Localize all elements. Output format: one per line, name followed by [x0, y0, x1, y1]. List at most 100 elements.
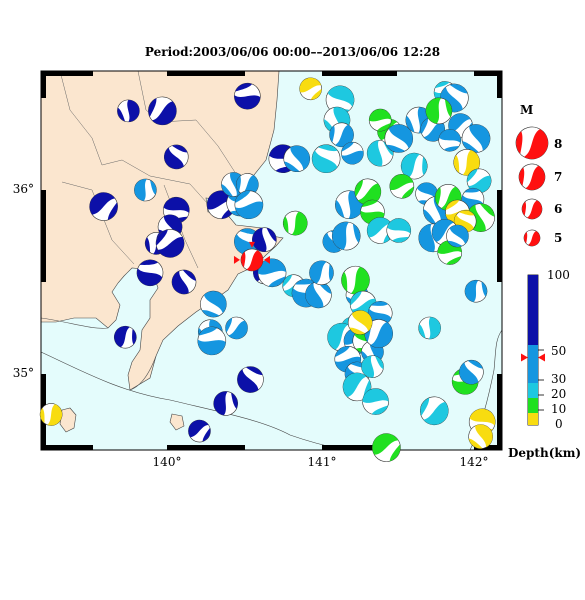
- earthquake-beachball: [188, 419, 211, 443]
- earthquake-beachball: [283, 145, 311, 173]
- magnitude-label-5: 5: [554, 231, 562, 245]
- earthquake-beachball: [257, 258, 287, 288]
- earthquake-beachball: [155, 229, 185, 258]
- magnitude-label-7: 7: [554, 170, 562, 184]
- earthquake-beachball: [234, 190, 264, 220]
- selected-marker-arrow: [233, 255, 240, 264]
- earthquake-beachball: [341, 265, 370, 295]
- depth-legend-caption: Depth(km): [508, 446, 581, 460]
- earthquake-beachball: [136, 259, 164, 287]
- magnitude-legend-ball-8: [515, 126, 549, 160]
- earthquake-beachball: [425, 97, 453, 125]
- frame-segment: [474, 71, 502, 76]
- earthquake-beachball: [39, 403, 63, 426]
- island: [59, 407, 77, 433]
- lon-label-140: 140°: [153, 455, 182, 469]
- depth-label-10: 10: [551, 402, 566, 416]
- earthquake-beachball: [309, 260, 334, 286]
- earthquake-beachball: [361, 355, 384, 378]
- earthquake-beachball: [200, 290, 227, 318]
- frame-segment: [41, 190, 46, 282]
- earthquake-beachball: [237, 366, 264, 393]
- period-title: Period:2003/06/06 00:00––2013/06/06 12:2…: [144, 45, 441, 59]
- depth-marker-arrow: [538, 353, 545, 362]
- frame-segment: [322, 71, 397, 76]
- earthquake-beachball: [459, 359, 484, 385]
- depth-bar-segment: [528, 413, 538, 425]
- depth-label-0: 0: [555, 417, 563, 431]
- earthquake-beachball: [331, 221, 361, 251]
- earthquake-beachball: [446, 224, 469, 248]
- earthquake-beachball: [299, 77, 322, 101]
- earthquake-beachball: [384, 124, 414, 153]
- earthquake-beachball: [354, 178, 382, 206]
- earthquake-beachball: [389, 174, 415, 199]
- earthquake-beachball: [134, 178, 157, 202]
- earthquake-beachball: [362, 388, 389, 415]
- earthquake-beachball: [148, 96, 177, 126]
- selected-earthquake[interactable]: [233, 241, 270, 275]
- magnitude-legend-ball-6: [521, 198, 543, 220]
- earthquake-beachball: [163, 144, 189, 170]
- earthquake-beachball: [400, 152, 428, 180]
- depth-marker-arrow: [521, 353, 528, 362]
- earthquake-beachball: [366, 139, 394, 167]
- earthquake-beachball: [225, 316, 248, 340]
- earthquake-beachball: [468, 424, 493, 449]
- earthquake-beachball: [213, 391, 239, 416]
- magnitude-label-8: 8: [554, 137, 562, 151]
- depth-label-30: 30: [551, 372, 566, 386]
- island: [169, 413, 185, 431]
- earthquake-beachball: [329, 122, 354, 148]
- lon-label-141: 141°: [308, 455, 337, 469]
- selected-marker-arrow: [248, 241, 255, 248]
- earthquake-beachball: [461, 124, 491, 153]
- earthquake-beachball: [347, 310, 373, 335]
- frame-segment: [41, 445, 93, 450]
- depth-bar-segment: [528, 345, 538, 383]
- earthquake-beachball: [113, 325, 137, 349]
- lon-label-142: 142°: [460, 455, 489, 469]
- lat-label-35: 35°: [13, 366, 34, 380]
- depth-bar-segment: [528, 383, 538, 398]
- earthquake-beachball: [453, 149, 481, 176]
- lat-label-36: 36°: [13, 182, 34, 196]
- earthquake-beachball: [341, 141, 364, 165]
- earthquake-beachball: [386, 218, 412, 243]
- depth-bar-segment: [528, 275, 538, 345]
- depth-label-50: 50: [551, 344, 566, 358]
- earthquake-events: [39, 77, 496, 462]
- frame-segment: [497, 71, 502, 98]
- frame-segment: [497, 374, 502, 450]
- magnitude-label-6: 6: [554, 202, 562, 216]
- earthquake-beachball: [418, 316, 441, 340]
- magnitude-legend: M 8 7 6 5: [515, 103, 562, 247]
- earthquake-beachball: [171, 269, 197, 295]
- earthquake-beachball: [372, 433, 401, 462]
- frame-segment: [497, 190, 502, 282]
- depth-label-20: 20: [551, 387, 566, 401]
- frame-segment: [322, 445, 397, 450]
- earthquake-beachball: [438, 129, 462, 152]
- magnitude-legend-ball-5: [523, 229, 541, 247]
- earthquake-beachball: [464, 279, 488, 303]
- earthquake-beachball: [197, 326, 227, 356]
- frame-segment: [474, 445, 502, 450]
- axis-labels: 140° 141° 142° 36° 35°: [13, 182, 489, 469]
- earthquake-beachball: [368, 108, 392, 132]
- frame-segment: [41, 71, 46, 98]
- depth-marker: [521, 353, 545, 362]
- earthquake-beachball: [117, 99, 140, 123]
- frame-segment: [41, 71, 93, 76]
- earthquake-beachball: [89, 192, 118, 221]
- selected-beachball: [240, 248, 264, 272]
- depth-bar-segment: [528, 398, 538, 413]
- earthquake-beachball: [466, 168, 492, 194]
- depth-label-100: 100: [547, 268, 570, 282]
- frame-segment: [167, 71, 245, 76]
- coastline: [40, 317, 157, 391]
- earthquake-beachball: [252, 227, 277, 252]
- earthquake-beachball: [311, 144, 341, 174]
- depth-legend: 100 50 30 20 10 0 Depth(km): [508, 268, 581, 460]
